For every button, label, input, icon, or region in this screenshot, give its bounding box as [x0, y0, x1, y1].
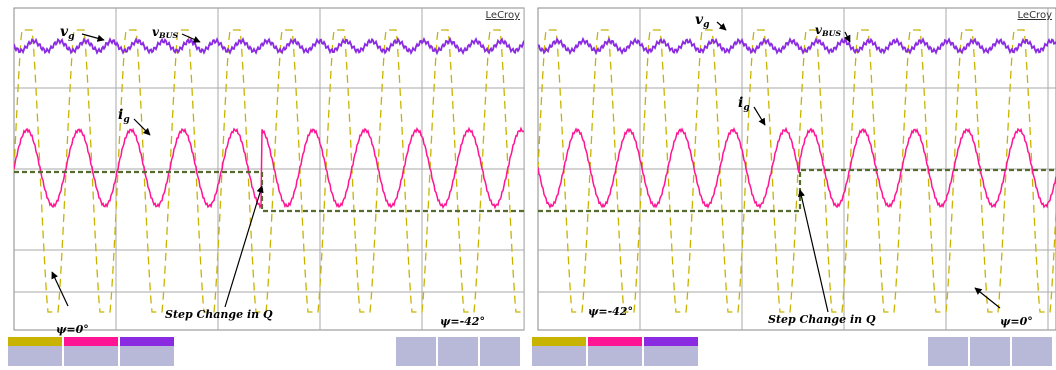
label-sub: BUS [821, 29, 841, 38]
channel-info [644, 346, 698, 366]
timebase-info [396, 337, 436, 366]
label-sub: g [68, 31, 75, 42]
channel-box [588, 337, 642, 346]
channel-info [8, 346, 62, 366]
screenshot: LeCroyvgvBUSigψ=0°ψ=-42°Step Change in Q… [0, 0, 1056, 370]
annotation: ψ=0° [56, 323, 89, 336]
annotation: ψ=-42° [588, 305, 633, 318]
channel-info [532, 346, 586, 366]
annotation: Step Change in Q [768, 313, 876, 326]
label-sub: g [743, 102, 750, 113]
label-sub: g [123, 114, 130, 125]
channel-box [8, 337, 62, 346]
channel-info [64, 346, 118, 366]
channel-box [532, 337, 586, 346]
timebase-info [928, 337, 968, 366]
label-sub: BUS [158, 31, 178, 40]
brand: LeCroy [1018, 10, 1053, 21]
timebase-info [1012, 337, 1052, 366]
timebase-info [970, 337, 1010, 366]
channel-info [588, 346, 642, 366]
channel-box [64, 337, 118, 346]
annotation: ψ=0° [1000, 315, 1033, 328]
timebase-info [438, 337, 478, 366]
channel-info [120, 346, 174, 366]
annotation: Step Change in Q [165, 308, 273, 321]
timebase-info [480, 337, 520, 366]
channel-box [120, 337, 174, 346]
label-sub: g [703, 19, 710, 30]
brand: LeCroy [486, 10, 521, 21]
annotation: ψ=-42° [440, 315, 485, 328]
channel-box [644, 337, 698, 346]
